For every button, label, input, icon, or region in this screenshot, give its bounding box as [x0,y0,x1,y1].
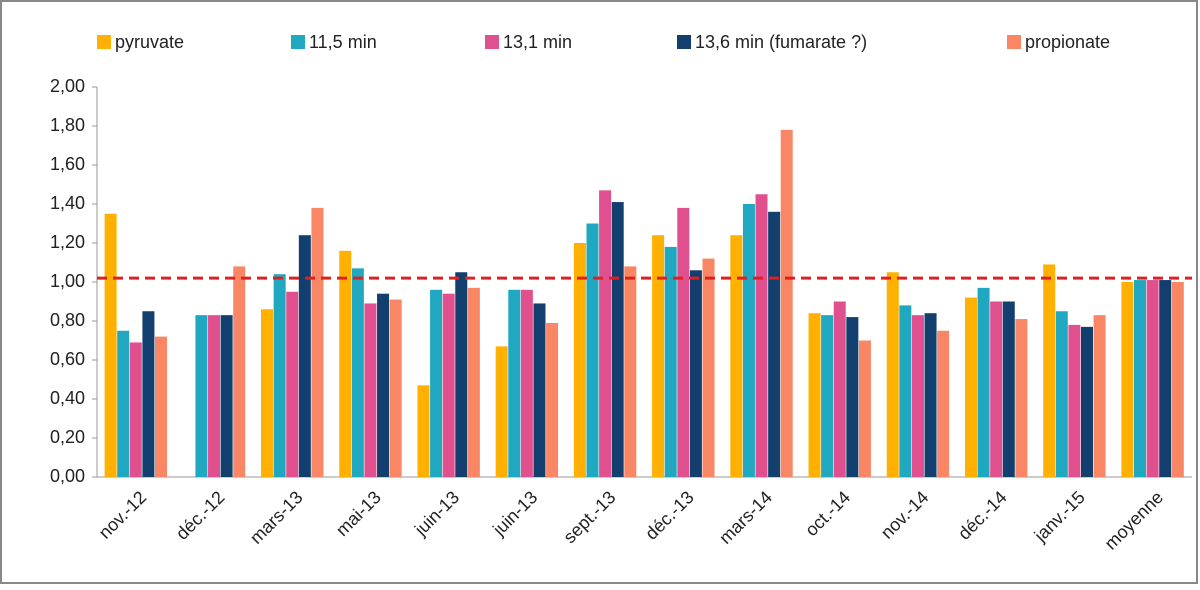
bar [430,289,443,477]
legend-swatch [1007,35,1021,49]
bar [142,311,155,477]
bar [339,250,352,477]
bar [208,315,221,477]
legend-swatch [291,35,305,49]
legend-label: propionate [1025,32,1110,52]
y-tick-label: 1,40 [50,193,85,213]
bar [924,313,937,477]
bar [599,190,612,477]
bar [273,274,286,477]
bar [1002,301,1015,477]
bar [780,129,793,477]
bar [1133,280,1146,477]
bar [1121,282,1134,477]
bar [220,315,233,477]
bar [455,272,468,477]
bar [937,330,950,477]
bar [129,342,142,477]
bar [964,297,977,477]
legend-label: 11,5 min [309,32,377,52]
bar [442,293,455,477]
bar [155,336,168,477]
bar [821,315,834,477]
bar [652,235,665,477]
legend-label: 13,6 min (fumarate ?) [695,32,867,52]
bar [520,289,533,477]
bar [730,235,743,477]
bar [755,194,768,477]
bar [586,223,599,477]
bar [195,315,208,477]
bar [1043,264,1056,477]
bar [364,303,377,477]
y-tick-label: 1,60 [50,154,85,174]
bar [899,305,912,477]
bar [261,309,274,477]
bar [1080,326,1093,477]
bar [858,340,871,477]
bar [1055,311,1068,477]
bar [664,246,677,477]
bar [768,211,781,478]
bar [624,266,637,477]
bar [611,202,624,478]
bar [104,213,117,477]
bar [117,330,130,477]
y-tick-label: 1,80 [50,115,85,135]
bar [286,291,299,477]
bar [689,270,702,477]
y-tick-label: 0,20 [50,427,85,447]
bar [677,207,690,477]
bar [1093,315,1106,477]
bar [1171,282,1184,477]
bar [886,272,899,477]
bar [977,287,990,477]
bar [702,258,715,477]
bar [1068,324,1081,477]
bar [377,293,390,477]
bar [417,385,430,477]
bar [742,204,755,477]
y-tick-label: 1,20 [50,232,85,252]
legend-swatch [677,35,691,49]
legend-label: pyruvate [115,32,184,52]
bar [233,266,246,477]
y-tick-label: 0,40 [50,388,85,408]
bar [1159,280,1172,477]
bar [389,299,402,477]
legend-swatch [97,35,111,49]
bar [508,289,521,477]
bar [1146,280,1159,477]
bar [573,243,586,477]
bar [546,322,559,477]
bar [833,301,846,477]
bar [990,301,1003,477]
legend-label: 13,1 min [503,32,572,52]
bar [495,346,508,477]
bar [298,235,311,477]
y-tick-label: 1,00 [50,271,85,291]
y-tick-label: 2,00 [50,76,85,96]
bar [311,207,324,477]
bar [467,287,480,477]
bar [1015,319,1028,477]
y-tick-label: 0,00 [50,466,85,486]
bar [533,303,546,477]
y-tick-label: 0,60 [50,349,85,369]
legend-swatch [485,35,499,49]
bar [911,315,924,477]
bar [351,268,364,477]
bar [846,317,859,477]
bar [808,313,821,477]
y-tick-label: 0,80 [50,310,85,330]
